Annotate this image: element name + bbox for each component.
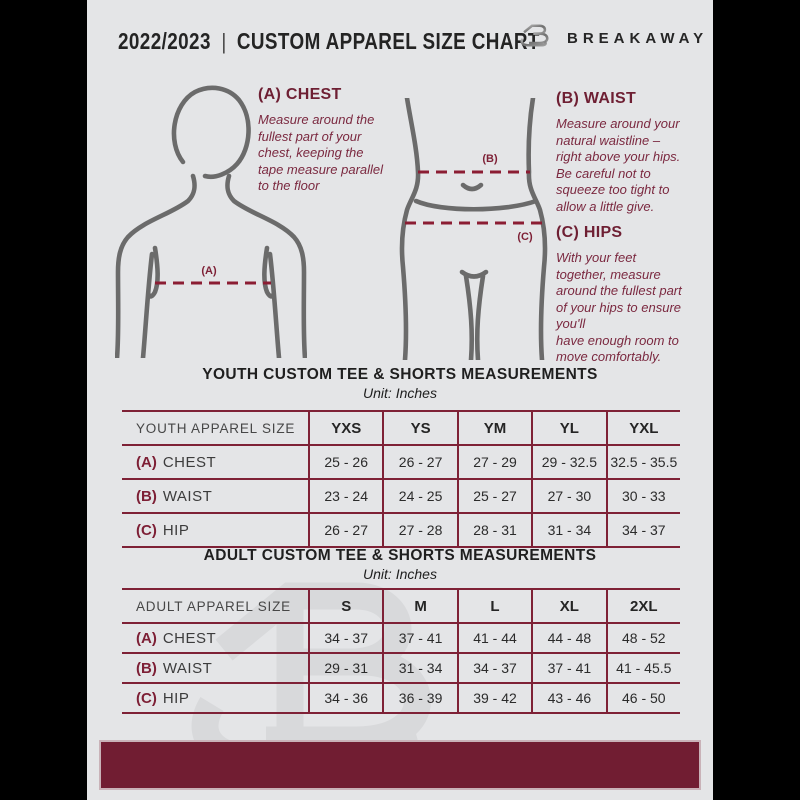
header-cell: XL: [531, 590, 605, 622]
header-cell: YS: [382, 412, 456, 444]
size-cell: 41 - 44: [456, 624, 531, 652]
header-cell: YXL: [605, 412, 680, 444]
row-label: (B) WAIST: [136, 487, 213, 505]
right-inner-arm: [267, 251, 282, 358]
row-label: (C) HIP: [136, 521, 190, 539]
size-cell: 28 - 31: [456, 514, 531, 546]
right-inner-leg: [474, 273, 486, 360]
adult-size-table: ADULT APPAREL SIZE S M L XL 2XL (A) CHEST…: [122, 588, 680, 714]
size-cell: 26 - 27: [382, 446, 456, 478]
crotch-curve: [459, 269, 489, 279]
waist-instruction-body: Measure around your natural waistline – …: [556, 116, 681, 214]
header-cell: YL: [531, 412, 605, 444]
season-label: 2022/2023: [118, 28, 211, 54]
row-label: (B) WAIST: [136, 659, 213, 677]
youth-unit-label: Unit: Inches: [363, 385, 437, 401]
youth-section-title: YOUTH CUSTOM TEE & SHORTS MEASUREMENTS: [202, 366, 598, 383]
size-cell: 30 - 33: [605, 480, 680, 512]
waist-instruction: (B) WAIST Measure around your natural wa…: [556, 90, 708, 215]
row-label: (C) HIP: [136, 689, 190, 707]
adult-waist-row: (B) WAIST 29 - 31 31 - 34 34 - 37 37 - 41…: [122, 652, 680, 682]
size-cell: 43 - 46: [531, 684, 605, 712]
adult-hip-row: (C) HIP 34 - 36 36 - 39 39 - 42 43 - 46 4…: [122, 682, 680, 712]
header-cell: 2XL: [605, 590, 680, 622]
size-cell: 37 - 41: [531, 654, 605, 682]
adult-chest-row: (A) CHEST 34 - 37 37 - 41 41 - 44 44 - 48…: [122, 622, 680, 652]
adult-table-header-row: ADULT APPAREL SIZE S M L XL 2XL: [122, 590, 680, 622]
size-cell: 48 - 52: [605, 624, 680, 652]
brand-block: BREAKAWAY: [519, 20, 708, 56]
left-inner-leg: [463, 273, 475, 360]
header-cell: M: [382, 590, 456, 622]
size-cell: 27 - 28: [382, 514, 456, 546]
size-cell: 27 - 29: [456, 446, 531, 478]
chest-instruction: (A) CHEST Measure around the fullest par…: [258, 86, 408, 195]
header-cell: ADULT APPAREL SIZE: [136, 598, 291, 614]
adult-section-title: ADULT CUSTOM TEE & SHORTS MEASUREMENTS: [203, 547, 597, 564]
size-cell: 31 - 34: [382, 654, 456, 682]
chart-title: CUSTOM APPAREL SIZE CHART: [236, 28, 540, 54]
waistband-curve: [413, 198, 539, 212]
chest-instruction-body: Measure around the fullest part of your …: [258, 112, 384, 193]
hips-instruction-title: (C) HIPS: [556, 224, 623, 241]
right-shoulder-arm: [225, 173, 307, 358]
title-divider: |: [221, 28, 227, 54]
left-shoulder-arm: [115, 173, 197, 358]
lower-body-figure: (B) (C): [399, 98, 548, 360]
breakaway-logo-icon: [520, 24, 549, 47]
header-cell: YOUTH APPAREL SIZE: [136, 420, 296, 436]
header-cell: YXS: [308, 412, 382, 444]
size-cell: 34 - 36: [308, 684, 382, 712]
size-cell: 39 - 42: [456, 684, 531, 712]
size-cell: 29 - 31: [308, 654, 382, 682]
size-cell: 31 - 34: [531, 514, 605, 546]
left-inner-arm: [140, 251, 155, 358]
size-cell: 34 - 37: [308, 624, 382, 652]
size-cell: 37 - 41: [382, 624, 456, 652]
youth-chest-row: (A) CHEST 25 - 26 26 - 27 27 - 29 29 - 32…: [122, 444, 680, 478]
size-cell: 46 - 50: [605, 684, 680, 712]
left-armpit: [146, 245, 160, 299]
youth-table-header-row: YOUTH APPAREL SIZE YXS YS YM YL YXL: [122, 412, 680, 444]
header-cell: S: [308, 590, 382, 622]
header-cell: YM: [456, 412, 531, 444]
youth-size-table: YOUTH APPAREL SIZE YXS YS YM YL YXL (A) C…: [122, 410, 680, 548]
chest-line-label: (A): [201, 265, 217, 277]
size-cell: 27 - 30: [531, 480, 605, 512]
size-cell: 26 - 27: [308, 514, 382, 546]
size-cell: 36 - 39: [382, 684, 456, 712]
size-cell: 29 - 32.5: [531, 446, 605, 478]
waist-line-label: (B): [482, 153, 498, 165]
header-cell: L: [456, 590, 531, 622]
hips-instruction-body: With your feet together, measure around …: [556, 250, 682, 364]
size-chart-document: 2022/2023 | CUSTOM APPAREL SIZE CHART BR…: [87, 0, 713, 800]
footer-bar: [99, 740, 701, 790]
youth-waist-row: (B) WAIST 23 - 24 24 - 25 25 - 27 27 - 30…: [122, 478, 680, 512]
chest-instruction-title: (A) CHEST: [258, 86, 342, 103]
torso-right-side: [526, 98, 548, 360]
size-cell: 41 - 45.5: [605, 654, 680, 682]
size-cell: 34 - 37: [456, 654, 531, 682]
row-label: (A) CHEST: [136, 629, 217, 647]
row-label: (A) CHEST: [136, 453, 217, 471]
size-cell: 25 - 26: [308, 446, 382, 478]
size-cell: 32.5 - 35.5: [605, 446, 680, 478]
size-cell: 25 - 27: [456, 480, 531, 512]
size-cell: 44 - 48: [531, 624, 605, 652]
size-cell: 23 - 24: [308, 480, 382, 512]
navel: [460, 182, 484, 192]
youth-hip-row: (C) HIP 26 - 27 27 - 28 28 - 31 31 - 34 3…: [122, 512, 680, 546]
head-outline: [171, 85, 251, 180]
torso-left-side: [399, 98, 421, 360]
size-cell: 34 - 37: [605, 514, 680, 546]
waist-instruction-title: (B) WAIST: [556, 90, 637, 107]
hips-instruction: (C) HIPS With your feet together, measur…: [556, 224, 708, 366]
hips-line-label: (C): [517, 231, 533, 243]
size-cell: 24 - 25: [382, 480, 456, 512]
brand-name: BREAKAWAY: [567, 29, 709, 47]
page-title: 2022/2023 | CUSTOM APPAREL SIZE CHART: [118, 28, 540, 55]
adult-unit-label: Unit: Inches: [363, 566, 437, 582]
right-armpit: [262, 245, 276, 299]
upper-body-figure: (A): [115, 85, 307, 358]
